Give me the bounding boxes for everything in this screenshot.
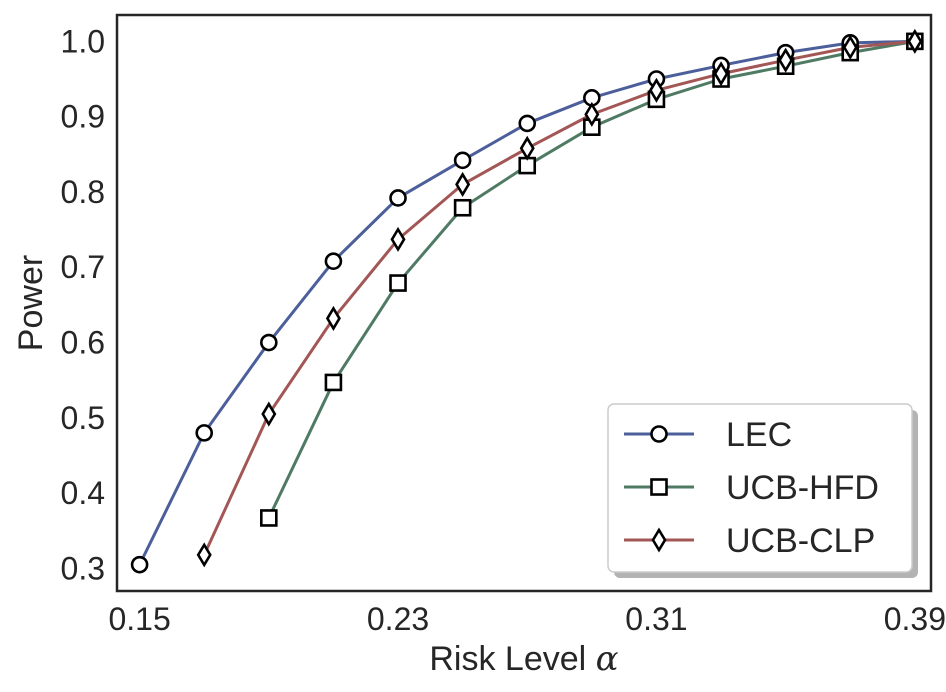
series-points-ucb-clp (196, 28, 923, 568)
legend-box (607, 403, 913, 573)
data-point-lec-1 (195, 424, 214, 442)
data-point-ucb-clp-2 (325, 305, 341, 331)
y-tick-label: 1.0 (61, 23, 105, 59)
x-tick-label: 0.23 (367, 601, 429, 637)
y-tick-label: 0.8 (61, 174, 105, 210)
legend-marker-lec (650, 425, 668, 443)
x-tick-label: 0.15 (108, 601, 170, 637)
legend-label: LEC (726, 416, 792, 454)
data-point-ucb-clp-7 (648, 77, 664, 103)
legend-items: LEC UCB-HFD UCB-CLP (624, 416, 879, 560)
y-tick-label: 0.5 (61, 400, 105, 436)
x-tick-labels: 0.15 0.23 0.31 0.39 (108, 601, 946, 637)
legend-label: UCB-CLP (726, 522, 875, 560)
x-axis-label-text: Risk Level (429, 640, 586, 678)
data-point-ucb-clp-0 (196, 542, 212, 568)
legend-marker-ucb-hfd (650, 478, 668, 496)
data-point-ucb-clp-5 (519, 135, 535, 161)
legend-item-ucb-hfd: UCB-HFD (624, 469, 879, 507)
y-tick-label: 0.3 (61, 550, 105, 586)
data-point-ucb-clp-9 (778, 47, 794, 73)
data-point-ucb-hfd-0 (260, 509, 278, 527)
series-line-ucb-clp (202, 39, 915, 556)
series-markers (130, 28, 924, 574)
data-point-ucb-hfd-1 (324, 373, 343, 392)
data-point-ucb-clp-1 (261, 401, 277, 427)
data-point-ucb-clp-3 (390, 226, 406, 252)
x-tick-label: 0.39 (884, 601, 946, 637)
data-point-ucb-clp-6 (584, 101, 600, 127)
data-point-ucb-clp-8 (713, 61, 729, 87)
y-tick-labels: 0.3 0.4 0.5 0.6 0.7 0.8 0.9 1.0 (61, 23, 105, 586)
data-point-lec-4 (389, 189, 407, 207)
data-point-ucb-clp-11 (907, 28, 923, 54)
legend-marker-ucb-clp (651, 527, 667, 553)
y-tick-label: 0.7 (61, 249, 105, 285)
legend-label: UCB-HFD (726, 469, 879, 507)
data-point-ucb-clp-4 (455, 171, 471, 197)
data-point-lec-0 (130, 555, 149, 574)
data-point-ucb-clp-10 (842, 34, 858, 60)
y-axis-label: Power (12, 255, 50, 351)
data-point-lec-6 (518, 114, 537, 133)
x-tick-label: 0.31 (625, 601, 687, 637)
data-point-lec-3 (324, 252, 343, 271)
x-axis-label-symbol: α (596, 639, 619, 679)
data-point-ucb-hfd-3 (453, 198, 472, 217)
legend-item-lec: LEC (624, 416, 792, 454)
legend-item-ucb-clp: UCB-CLP (624, 522, 875, 560)
legend: LEC UCB-HFD UCB-CLP (607, 403, 918, 578)
data-point-lec-2 (260, 333, 278, 352)
data-point-lec-5 (453, 151, 472, 170)
data-point-ucb-hfd-2 (389, 274, 407, 292)
y-tick-label: 0.9 (61, 99, 105, 135)
y-tick-label: 0.6 (61, 325, 105, 361)
y-tick-label: 0.4 (61, 475, 105, 511)
x-axis-label: Risk Level α (429, 639, 618, 679)
